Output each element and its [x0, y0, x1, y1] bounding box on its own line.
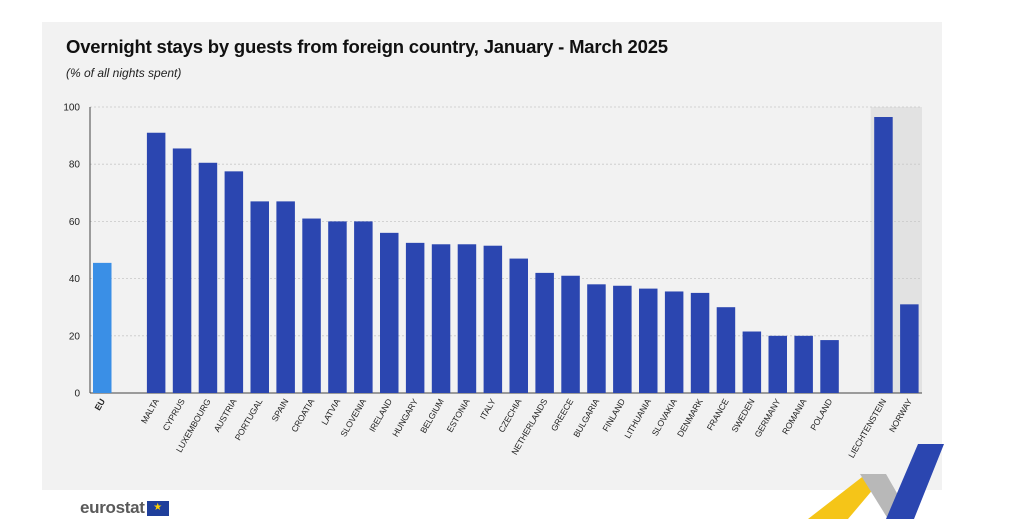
bar-croatia [302, 218, 321, 393]
bar-romania [794, 335, 813, 393]
bar-bulgaria [587, 284, 606, 393]
category-label-romania: ROMANIA [780, 397, 809, 436]
chart-title: Overnight stays by guests from foreign c… [66, 36, 668, 57]
bar-slovenia [354, 221, 373, 393]
category-label-eu: EU [92, 397, 107, 412]
bar-greece [561, 275, 580, 393]
eurostat-logo: eurostat ★ [80, 498, 169, 517]
bar-sweden [742, 331, 762, 393]
bar-belgium [431, 244, 451, 393]
bar-slovakia [664, 291, 684, 393]
category-label-poland: POLAND [808, 397, 834, 432]
bar-estonia [457, 244, 477, 393]
y-tick-label: 100 [63, 103, 80, 114]
category-label-malta: MALTA [139, 397, 161, 426]
bar-ireland [380, 232, 399, 393]
category-label-belgium: BELGIUM [418, 397, 446, 435]
category-label-czechia: CZECHIA [496, 397, 523, 434]
category-label-lithuania: LITHUANIA [622, 397, 653, 440]
y-tick-label: 60 [69, 217, 81, 228]
flag-stars: ★ [153, 502, 163, 513]
bar-germany [768, 335, 787, 393]
chart-subtitle: (% of all nights spent) [66, 66, 182, 80]
bar-eu [93, 262, 112, 393]
category-label-latvia: LATVIA [319, 397, 342, 427]
y-tick-label: 80 [69, 160, 81, 171]
bar-denmark [690, 292, 710, 393]
brand-name: eurostat [80, 498, 145, 517]
category-label-greece: GREECE [549, 397, 576, 433]
bar-austria [224, 171, 244, 393]
bar-france [716, 307, 736, 393]
bar-spain [276, 201, 295, 393]
category-label-slovakia: SLOVAKIA [650, 397, 679, 438]
bar-lithuania [639, 288, 658, 393]
bar-hungary [405, 242, 425, 393]
bar-italy [483, 245, 503, 393]
y-tick-label: 0 [74, 389, 80, 400]
category-label-hungary: HUNGARY [390, 397, 420, 439]
category-label-croatia: CROATIA [289, 397, 316, 434]
bar-norway [900, 304, 919, 393]
bar-czechia [509, 258, 528, 393]
category-label-italy: ITALY [478, 397, 498, 421]
eu-flag-icon: ★ [146, 500, 169, 516]
category-label-austria: AUSTRIA [212, 397, 239, 434]
bar-cyprus [172, 148, 192, 393]
bar-luxembourg [198, 162, 218, 393]
category-label-germany: GERMANY [752, 397, 782, 439]
y-tick-label: 20 [69, 331, 81, 342]
bar-latvia [328, 221, 347, 393]
category-label-spain: SPAIN [269, 397, 290, 423]
category-label-cyprus: CYPRUS [161, 397, 187, 433]
category-label-slovenia: SLOVENIA [338, 397, 368, 439]
bar-poland [820, 340, 839, 393]
bar-liechtenstein [874, 117, 893, 393]
bar-malta [146, 132, 166, 394]
decorative-stripes-icon [808, 444, 944, 519]
bar-finland [613, 285, 632, 393]
bar-portugal [250, 201, 269, 393]
category-label-norway: NORWAY [887, 397, 914, 434]
bar-netherlands [535, 272, 554, 393]
category-label-denmark: DENMARK [675, 397, 705, 439]
category-label-france: FRANCE [705, 397, 731, 432]
category-label-bulgaria: BULGARIA [571, 397, 601, 439]
category-label-ireland: IRELAND [367, 397, 394, 434]
y-tick-label: 40 [69, 274, 81, 285]
category-label-estonia: ESTONIA [445, 397, 472, 434]
category-label-sweden: SWEDEN [729, 397, 756, 434]
category-label-finland: FINLAND [600, 397, 627, 433]
